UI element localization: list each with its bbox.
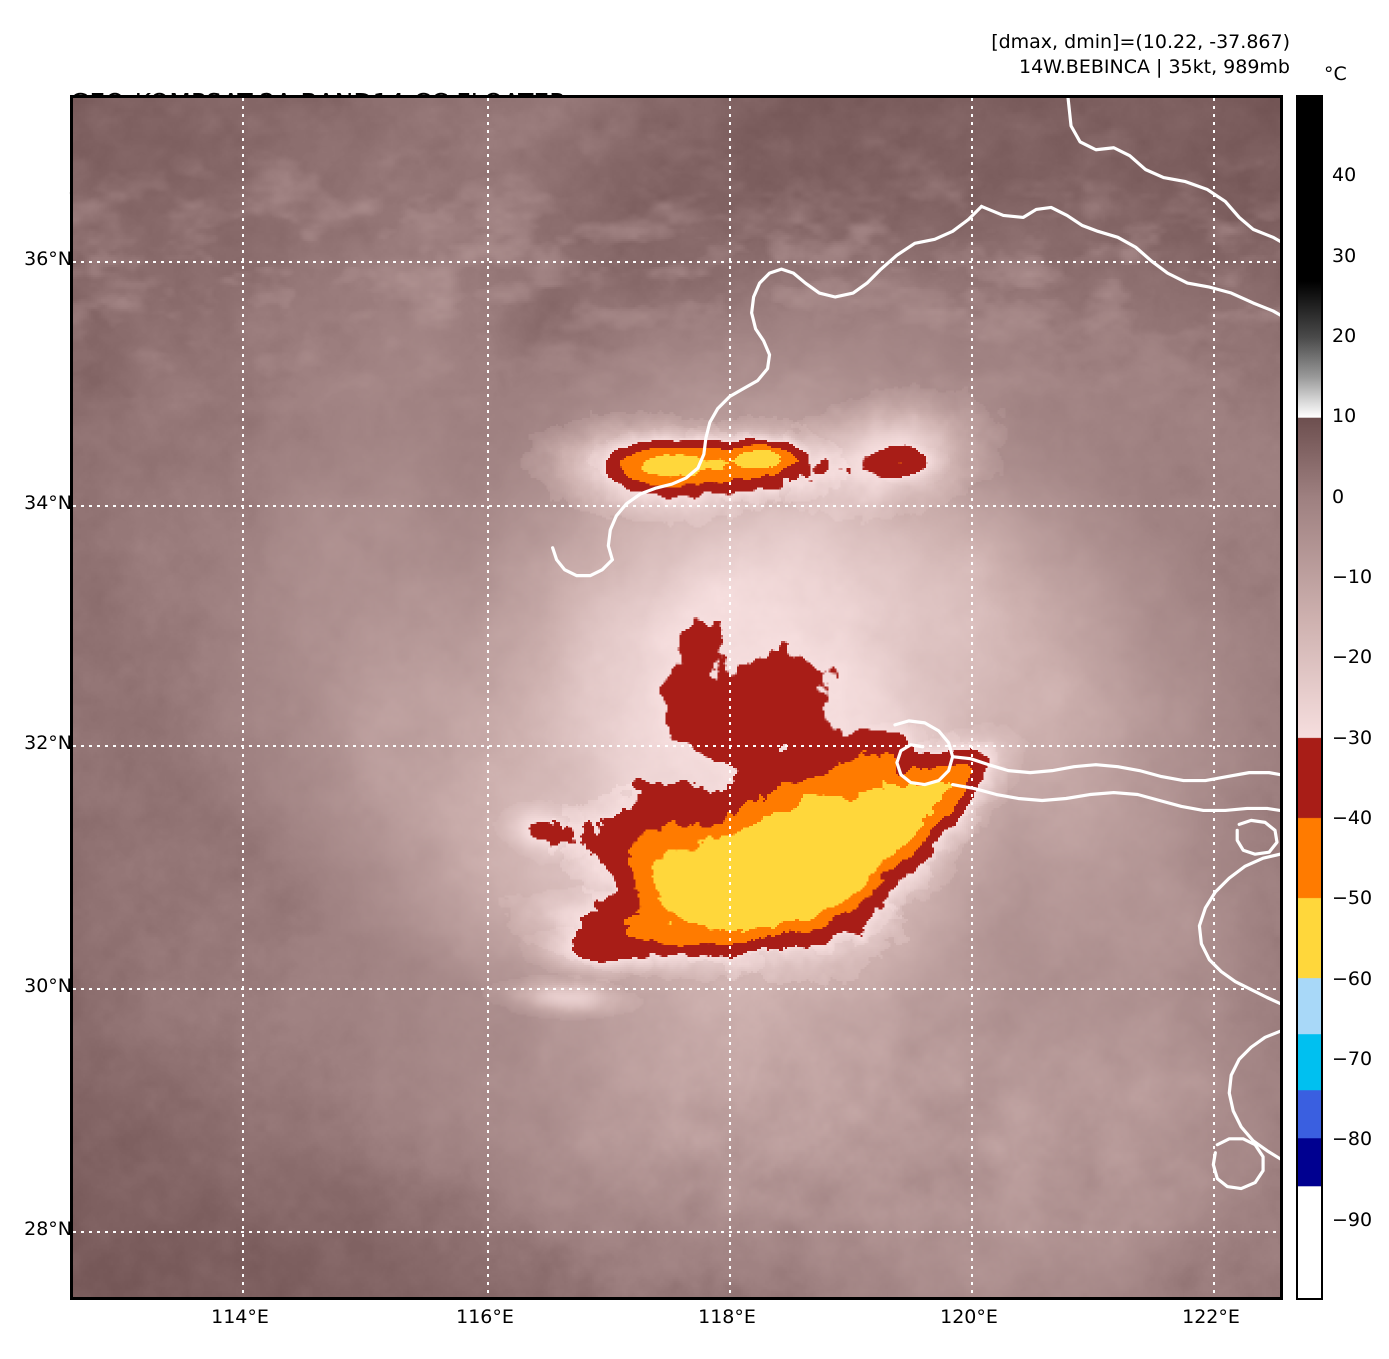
- coast-jiangsu: [606, 204, 984, 562]
- colorbar-unit-label: °C: [1324, 63, 1347, 85]
- colorbar-tick--90: −90: [1332, 1208, 1373, 1231]
- colorbar-tick--60: −60: [1332, 967, 1373, 990]
- colorbar-tick-20: 20: [1332, 325, 1357, 347]
- coast-hongze-lake: [551, 546, 614, 578]
- lon-tick-label-116: 116°E: [456, 1306, 514, 1328]
- coast-zhejiang-south: [1227, 1029, 1280, 1161]
- coast-shandong-south: [979, 204, 1280, 317]
- colorbar-tick-10: 10: [1332, 405, 1357, 428]
- coast-taihu-lake: [893, 719, 955, 787]
- coast-shandong-north: [1066, 98, 1280, 243]
- island-chongming: [1235, 818, 1279, 856]
- lon-tick-label-118: 118°E: [698, 1306, 756, 1328]
- island-zhoushan: [1211, 1137, 1265, 1191]
- colorbar-tick--10: −10: [1332, 566, 1373, 588]
- colorbar-tick--40: −40: [1332, 807, 1373, 829]
- lat-tick-label-30: 30°N: [24, 975, 72, 997]
- colorbar-tick-40: 40: [1332, 164, 1357, 187]
- lon-tick-label-120: 120°E: [940, 1306, 998, 1328]
- lat-tick-label-34: 34°N: [24, 492, 72, 514]
- satellite-image-panel[interactable]: Copyright © 2020-2024 Dapiya: [70, 95, 1283, 1300]
- colorbar-tick--20: −20: [1332, 646, 1373, 669]
- colorbar-tick-0: 0: [1332, 485, 1345, 508]
- satellite-imagery: [73, 98, 1280, 1297]
- lat-tick-label-28: 28°N: [24, 1218, 72, 1240]
- data-range-label: [dmax, dmin]=(10.22, -37.867): [991, 31, 1290, 53]
- lon-tick-label-114: 114°E: [211, 1306, 269, 1328]
- coast-hangzhou-bay-north: [951, 755, 1280, 783]
- colorbar-tick--30: −30: [1332, 726, 1373, 749]
- storm-info-label: 14W.BEBINCA | 35kt, 989mb: [1018, 56, 1290, 78]
- lat-tick-label-36: 36°N: [24, 248, 72, 270]
- colorbar-tick-30: 30: [1332, 244, 1357, 267]
- colorbar-gradient: [1298, 97, 1321, 1298]
- metadata-block: [dmax, dmin]=(10.22, -37.867) 14W.BEBINC…: [991, 30, 1290, 80]
- coast-zhejiang-north: [1197, 852, 1280, 1006]
- coast-hangzhou-bay-south: [951, 782, 1280, 813]
- lon-tick-label-122: 122°E: [1182, 1306, 1240, 1328]
- coastline-overlay: [551, 98, 1280, 1191]
- colorbar-tick--50: −50: [1332, 887, 1373, 910]
- lat-tick-label-32: 32°N: [24, 732, 72, 754]
- colorbar-tick--80: −80: [1332, 1128, 1373, 1151]
- colorbar-tick--70: −70: [1332, 1048, 1373, 1070]
- colorbar[interactable]: [1296, 95, 1323, 1300]
